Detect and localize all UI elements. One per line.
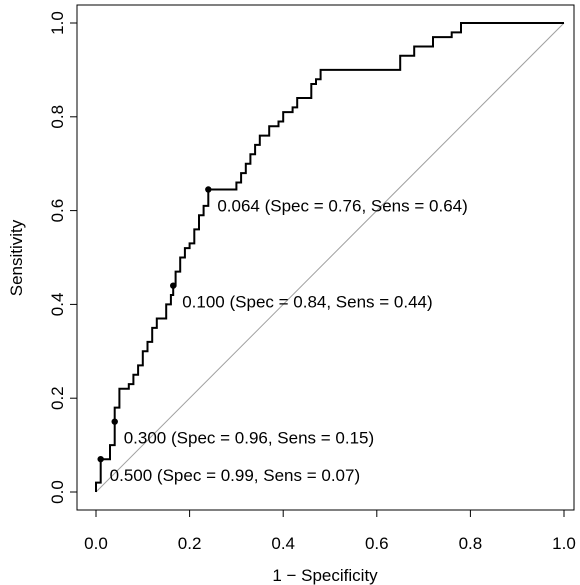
y-tick-label: 0.4 [48,293,67,317]
y-axis-label: Sensitivity [7,219,26,296]
threshold-label: 0.100 (Spec = 0.84, Sens = 0.44) [182,293,432,312]
x-tick-label: 0.0 [84,534,108,553]
y-tick-label: 1.0 [48,11,67,35]
threshold-point [111,418,118,425]
y-tick-label: 0.2 [48,386,67,410]
x-axis: 0.0 0.2 0.4 0.6 0.8 1.0 [84,509,576,553]
x-tick-label: 0.8 [459,534,483,553]
x-axis-label: 1 − Specificity [272,566,378,585]
y-tick-label: 0.0 [48,480,67,504]
y-tick-label: 0.8 [48,105,67,129]
threshold-label: 0.064 (Spec = 0.76, Sens = 0.64) [217,196,467,215]
x-tick-label: 0.2 [178,534,202,553]
x-tick-label: 0.4 [271,534,295,553]
y-tick-label: 0.6 [48,199,67,223]
threshold-point [205,186,212,193]
threshold-label: 0.300 (Spec = 0.96, Sens = 0.15) [124,429,374,448]
threshold-label: 0.500 (Spec = 0.99, Sens = 0.07) [110,466,360,485]
x-tick-label: 0.6 [365,534,389,553]
x-tick-label: 1.0 [552,534,576,553]
threshold-point [97,455,104,463]
roc-curve [95,22,564,492]
annotations: 0.064 (Spec = 0.76, Sens = 0.64) 0.100 (S… [97,186,468,485]
threshold-point [170,282,177,289]
y-axis: 0.0 0.2 0.4 0.6 0.8 1.0 [48,11,78,504]
diagonal-reference-line [95,22,565,493]
